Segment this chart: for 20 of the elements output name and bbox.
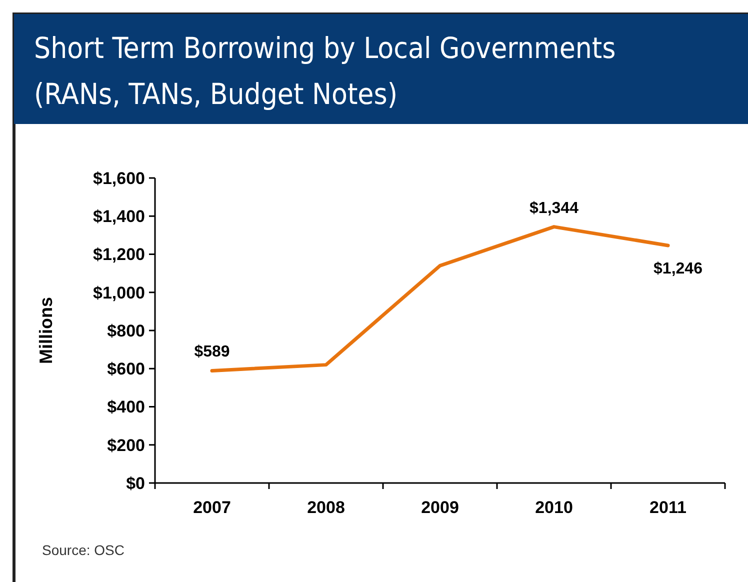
y-tick-label: $1,400 [93,207,145,226]
chart-title: Short Term Borrowing by Local Governments (RANs, TANs, Budget Notes) [34,31,616,111]
y-axis-title: Millions [36,297,56,364]
x-tick-label: 2009 [421,498,459,517]
x-tick-label: 2008 [307,498,345,517]
data-label: $1,246 [654,260,703,278]
y-tick-label: $1,600 [93,168,145,188]
data-label: $589 [194,344,230,361]
x-tick-label: 2010 [535,498,573,517]
y-tick-label: $1,200 [93,245,145,264]
y-tick-label: $1,000 [93,283,145,302]
x-tick-label: 2007 [193,498,231,517]
y-tick-label: $800 [107,321,145,340]
source-note: Source: OSC [42,542,124,558]
y-tick-label: $400 [107,398,145,417]
data-label: $1,344 [530,200,579,217]
y-tick-label: $600 [107,360,145,379]
y-tick-label: $200 [107,436,145,455]
x-tick-label: 2011 [650,498,686,517]
y-tick-label: $0 [126,474,145,493]
